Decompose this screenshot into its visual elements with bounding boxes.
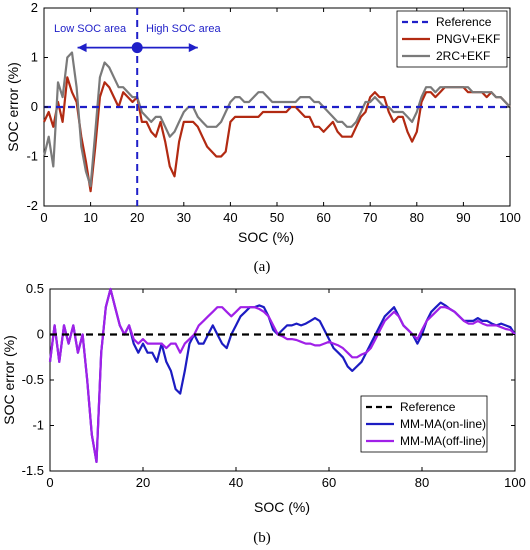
x-tick-label-b: 60 bbox=[322, 475, 336, 490]
legend-a: Reference PNGV+EKF 2RC+EKF bbox=[396, 10, 508, 68]
legend-label-mm-ma-online: MM-MA(on-line) bbox=[400, 417, 486, 431]
divider-marker-dot bbox=[131, 42, 143, 54]
y-axis-label-a: SOC error (%) bbox=[5, 62, 21, 151]
plot-content-b bbox=[48, 287, 516, 463]
legend-label-pngv-ekf: PNGV+EKF bbox=[436, 32, 500, 46]
x-tick-label-a: 80 bbox=[410, 210, 424, 225]
legend-label-reference-a: Reference bbox=[436, 15, 492, 29]
legend-label-mm-ma-offline: MM-MA(off-line) bbox=[400, 434, 486, 448]
series-line-2rc-ekf-a bbox=[42, 51, 511, 188]
y-tick-label-b: -1 bbox=[32, 418, 44, 433]
series-line-pngv-ekf-a bbox=[43, 76, 511, 193]
x-tick-label-a: 0 bbox=[40, 210, 47, 225]
x-tick-label-b: 80 bbox=[415, 475, 429, 490]
y-tick-label-b: -1.5 bbox=[22, 463, 44, 478]
series-line-mm-ma-off-line-b bbox=[48, 287, 516, 463]
x-tick-label-a: 100 bbox=[499, 210, 521, 225]
axes-a: 0 10 20 30 40 50 60 70 80 90 100 -2 -1 0 1 2 bbox=[26, 0, 520, 225]
x-tick-label-a: 90 bbox=[456, 210, 470, 225]
panel-label-b: (b) bbox=[253, 530, 271, 546]
y-tick-label-b: 0 bbox=[37, 327, 44, 342]
panel-label-a: (a) bbox=[254, 259, 271, 275]
panel-b: 0 20 40 60 80 100 -1.5 -1 -0.5 0 0.5 SOC (%) SOC e… bbox=[1, 281, 526, 546]
y-tick-label-a: 1 bbox=[31, 50, 38, 65]
legend-label-2rc-ekf: 2RC+EKF bbox=[436, 49, 490, 63]
y-axis-label-b: SOC error (%) bbox=[1, 335, 17, 424]
x-tick-label-b: 20 bbox=[136, 475, 150, 490]
y-tick-label-a: 2 bbox=[31, 0, 38, 15]
y-tick-label-b: 0.5 bbox=[26, 281, 44, 296]
x-axis-label-b: SOC (%) bbox=[254, 499, 310, 515]
x-tick-label-a: 20 bbox=[130, 210, 144, 225]
arrow-left-icon bbox=[77, 43, 87, 53]
x-tick-label-a: 60 bbox=[316, 210, 330, 225]
x-tick-label-b: 100 bbox=[504, 475, 526, 490]
legend-label-reference-b: Reference bbox=[400, 400, 456, 414]
panel-a: 0 10 20 30 40 50 60 70 80 90 100 -2 -1 0 1 2 SOC (%) SO… bbox=[5, 0, 521, 275]
x-tick-label-a: 70 bbox=[363, 210, 377, 225]
legend-b: Reference MM-MA(on-line) MM-MA(off-line) bbox=[360, 395, 488, 453]
x-tick-label-a: 40 bbox=[223, 210, 237, 225]
low-soc-area-label: Low SOC area bbox=[54, 23, 127, 35]
axes-b: 0 20 40 60 80 100 -1.5 -1 -0.5 0 0.5 bbox=[22, 281, 526, 490]
high-soc-area-label: High SOC area bbox=[146, 23, 221, 35]
x-axis-label-a: SOC (%) bbox=[238, 229, 294, 245]
x-tick-label-b: 0 bbox=[46, 475, 53, 490]
x-tick-label-a: 30 bbox=[177, 210, 191, 225]
soc-area-annotation: Low SOC area High SOC area bbox=[54, 8, 221, 206]
y-tick-label-a: -2 bbox=[26, 198, 38, 213]
x-tick-label-a: 50 bbox=[270, 210, 284, 225]
arrow-right-icon bbox=[188, 43, 198, 53]
y-tick-label-b: -0.5 bbox=[22, 372, 44, 387]
y-tick-label-a: -1 bbox=[26, 149, 38, 164]
x-tick-label-a: 10 bbox=[83, 210, 97, 225]
y-tick-label-a: 0 bbox=[31, 99, 38, 114]
plot-content-a bbox=[42, 51, 511, 193]
x-tick-label-b: 40 bbox=[229, 475, 243, 490]
